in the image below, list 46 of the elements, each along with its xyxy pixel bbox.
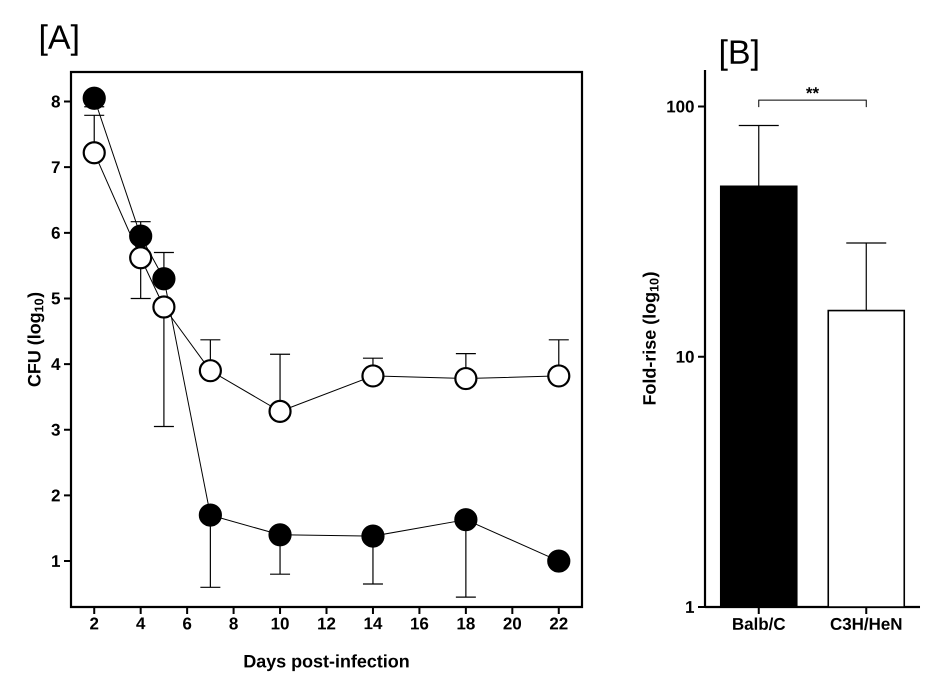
x-tick-label: C3H/HeN xyxy=(830,618,902,630)
y-tick-label: 8 xyxy=(52,96,60,108)
x-tick-label: 10 xyxy=(272,618,289,630)
point xyxy=(152,295,176,319)
x-tick-label: 22 xyxy=(550,618,568,630)
x-tick-label: Balb/C xyxy=(733,618,786,630)
annotation: ** xyxy=(806,87,820,94)
point xyxy=(129,246,152,270)
point xyxy=(361,364,385,388)
y-tick-label: 3 xyxy=(51,424,60,436)
point xyxy=(454,366,478,390)
x-tick-label: 2 xyxy=(90,618,98,630)
y-tick-label: 2 xyxy=(52,489,60,502)
y-tick-label: 100 xyxy=(667,100,694,113)
point xyxy=(198,359,222,382)
point xyxy=(152,267,176,290)
chart-title: [A] xyxy=(40,24,78,56)
point xyxy=(454,508,478,532)
x-axis-title: Days post-infection xyxy=(244,654,409,672)
x-tick-label: 20 xyxy=(504,618,522,630)
y-tick-label: 1 xyxy=(686,601,694,613)
y-tick-label: 7 xyxy=(52,161,60,174)
point xyxy=(547,364,570,388)
y-tick-label: 1 xyxy=(52,555,60,567)
x-tick-label: 12 xyxy=(318,618,336,630)
point xyxy=(547,549,570,573)
x-tick-label: 4 xyxy=(136,618,146,630)
point xyxy=(198,504,222,527)
x-tick-label: 14 xyxy=(364,618,382,630)
point xyxy=(82,86,106,110)
point xyxy=(82,141,106,164)
x-tick-label: 16 xyxy=(411,618,428,630)
y-axis-title: Fold-rise (log$_{10}$) xyxy=(642,272,660,404)
point xyxy=(268,400,292,423)
y-axis-title: CFU (log$_{10}$) xyxy=(27,292,44,386)
y-tick-label: 6 xyxy=(52,226,60,239)
y-tick-label: 10 xyxy=(676,350,694,363)
y-tick-label: 4 xyxy=(51,358,60,370)
x-tick-label: 18 xyxy=(458,618,475,630)
point xyxy=(268,523,292,546)
chart-title: [B] xyxy=(720,39,758,71)
x-tick-label: 8 xyxy=(229,618,238,630)
point xyxy=(129,224,152,248)
y-tick-label: 5 xyxy=(52,292,60,304)
x-tick-label: 6 xyxy=(183,618,192,630)
point xyxy=(361,524,385,548)
